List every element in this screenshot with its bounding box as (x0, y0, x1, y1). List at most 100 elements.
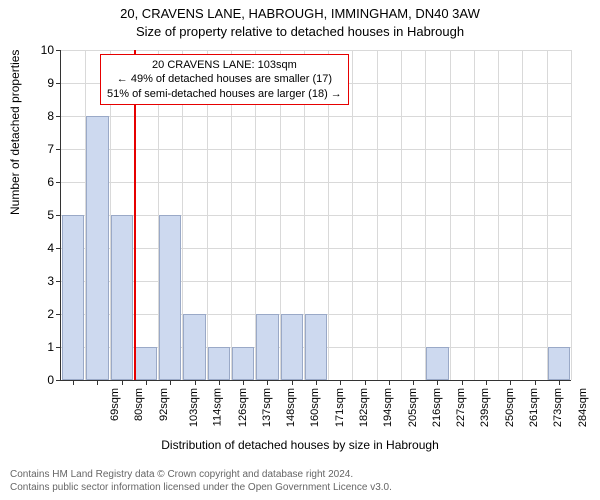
gridline-v (450, 50, 451, 380)
ytick-label: 9 (34, 76, 54, 90)
footer-line-2: Contains public sector information licen… (10, 481, 392, 494)
xtick-label: 171sqm (334, 388, 346, 427)
xtick-mark (510, 380, 511, 385)
bar (159, 215, 181, 380)
gridline-v (474, 50, 475, 380)
ytick-mark (56, 347, 61, 348)
xtick-label: 216sqm (431, 388, 443, 427)
gridline-h (61, 281, 571, 282)
xtick-label: 250sqm (504, 388, 516, 427)
xtick-mark (462, 380, 463, 385)
xtick-mark (267, 380, 268, 385)
xtick-label: 205sqm (407, 388, 419, 427)
xtick-label: 182sqm (358, 388, 370, 427)
gridline-v (425, 50, 426, 380)
bar (62, 215, 84, 380)
xtick-label: 126sqm (237, 388, 249, 427)
ytick-mark (56, 248, 61, 249)
ytick-mark (56, 149, 61, 150)
xtick-label: 148sqm (285, 388, 297, 427)
ytick-mark (56, 380, 61, 381)
bar (232, 347, 254, 380)
ytick-label: 3 (34, 274, 54, 288)
gridline-h (61, 248, 571, 249)
gridline-v (498, 50, 499, 380)
ytick-label: 5 (34, 208, 54, 222)
info-line-2: ← 49% of detached houses are smaller (17… (107, 72, 342, 86)
xtick-label: 103sqm (188, 388, 200, 427)
xtick-mark (292, 380, 293, 385)
ytick-label: 1 (34, 340, 54, 354)
gridline-h (61, 149, 571, 150)
footer-line-1: Contains HM Land Registry data © Crown c… (10, 468, 392, 481)
info-line-1: 20 CRAVENS LANE: 103sqm (107, 58, 342, 72)
x-axis-label: Distribution of detached houses by size … (0, 438, 600, 452)
bar (256, 314, 278, 380)
chart-title-main: 20, CRAVENS LANE, HABROUGH, IMMINGHAM, D… (0, 6, 600, 21)
xtick-mark (243, 380, 244, 385)
xtick-label: 273sqm (552, 388, 564, 427)
chart-title-sub: Size of property relative to detached ho… (0, 24, 600, 39)
xtick-mark (219, 380, 220, 385)
xtick-label: 227sqm (455, 388, 467, 427)
xtick-mark (365, 380, 366, 385)
ytick-mark (56, 50, 61, 51)
gridline-v (377, 50, 378, 380)
xtick-mark (97, 380, 98, 385)
xtick-label: 114sqm (212, 388, 224, 426)
xtick-label: 261sqm (528, 388, 540, 427)
ytick-label: 4 (34, 241, 54, 255)
bar (281, 314, 303, 380)
gridline-h (61, 116, 571, 117)
gridline-v (522, 50, 523, 380)
xtick-mark (389, 380, 390, 385)
gridline-v (401, 50, 402, 380)
xtick-label: 80sqm (133, 388, 145, 421)
xtick-mark (559, 380, 560, 385)
bar (111, 215, 133, 380)
gridline-v (352, 50, 353, 380)
bar (135, 347, 157, 380)
xtick-mark (195, 380, 196, 385)
bar (208, 347, 230, 380)
xtick-label: 239sqm (480, 388, 492, 427)
bar (305, 314, 327, 380)
ytick-mark (56, 314, 61, 315)
ytick-label: 7 (34, 142, 54, 156)
bar (426, 347, 448, 380)
xtick-mark (340, 380, 341, 385)
bar (548, 347, 570, 380)
gridline-v (547, 50, 548, 380)
gridline-h (61, 215, 571, 216)
xtick-mark (316, 380, 317, 385)
ytick-mark (56, 116, 61, 117)
xtick-label: 284sqm (577, 388, 589, 427)
ytick-label: 8 (34, 109, 54, 123)
ytick-mark (56, 182, 61, 183)
gridline-h (61, 50, 571, 51)
y-axis-label: Number of detached properties (8, 50, 22, 215)
xtick-mark (535, 380, 536, 385)
xtick-mark (146, 380, 147, 385)
bar (183, 314, 205, 380)
ytick-mark (56, 83, 61, 84)
ytick-label: 10 (34, 43, 54, 57)
info-line-3: 51% of semi-detached houses are larger (… (107, 87, 342, 101)
ytick-label: 2 (34, 307, 54, 321)
xtick-mark (122, 380, 123, 385)
xtick-label: 194sqm (382, 388, 394, 427)
xtick-mark (170, 380, 171, 385)
xtick-mark (73, 380, 74, 385)
info-box: 20 CRAVENS LANE: 103sqm ← 49% of detache… (100, 54, 349, 105)
xtick-label: 69sqm (109, 388, 121, 421)
bar (86, 116, 108, 380)
ytick-mark (56, 281, 61, 282)
ytick-label: 0 (34, 373, 54, 387)
xtick-mark (486, 380, 487, 385)
gridline-h (61, 182, 571, 183)
xtick-label: 160sqm (310, 388, 322, 427)
xtick-label: 137sqm (261, 388, 273, 427)
footer: Contains HM Land Registry data © Crown c… (10, 468, 392, 494)
gridline-v (571, 50, 572, 380)
ytick-mark (56, 215, 61, 216)
